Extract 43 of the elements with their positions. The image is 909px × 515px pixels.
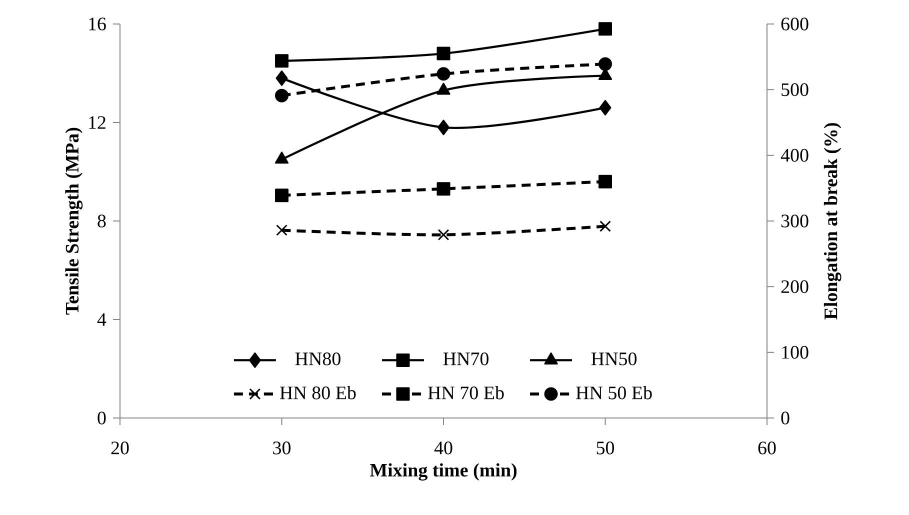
point: [598, 22, 612, 36]
point: [600, 220, 611, 232]
y-tick-label: 16: [89, 18, 106, 30]
point: [598, 174, 612, 188]
point: [436, 46, 450, 60]
y2-tick-label: 600: [781, 18, 808, 30]
point: [599, 100, 612, 116]
point: [275, 54, 289, 68]
y2-axis-title: Elongation at break (%): [824, 123, 842, 320]
y2-tick-label: 400: [780, 148, 808, 162]
point: [275, 88, 289, 102]
point: [438, 120, 450, 136]
legend-label: HN50: [591, 352, 637, 366]
x-axis-title: Mixing time (min): [370, 463, 517, 481]
y2-tick-label: 100: [782, 346, 808, 359]
point: [275, 188, 289, 202]
y-tick-label: 4: [97, 313, 106, 326]
x-tick-label: 30: [273, 442, 291, 454]
point: [276, 70, 288, 86]
y-tick-label: 8: [98, 214, 106, 228]
point: [276, 224, 288, 236]
x-tick-label: 20: [111, 442, 129, 454]
legend-label: HN 70 Eb: [428, 386, 504, 400]
x-tick-label: 60: [758, 442, 776, 454]
legend-label: HN 50 Eb: [576, 386, 652, 400]
point: [436, 67, 450, 81]
y-tick-label: 0: [98, 412, 106, 424]
point: [438, 229, 450, 240]
point: [436, 82, 450, 95]
point: [274, 152, 289, 164]
legend-label: HN 80 Eb: [280, 386, 356, 400]
x-tick-label: 40: [434, 442, 452, 454]
y-axis-title: Tensile Strength (MPa): [65, 128, 83, 315]
y-tick-label: 12: [89, 116, 106, 129]
y2-tick-label: 0: [781, 412, 790, 424]
legend-label: HN70: [443, 352, 488, 366]
y2-tick-label: 500: [782, 83, 808, 96]
point: [436, 182, 450, 196]
point: [598, 57, 612, 71]
legend-label: HN80: [295, 352, 340, 366]
y2-tick-label: 200: [781, 280, 808, 294]
y2-tick-label: 300: [781, 214, 808, 228]
x-tick-label: 50: [596, 442, 614, 454]
